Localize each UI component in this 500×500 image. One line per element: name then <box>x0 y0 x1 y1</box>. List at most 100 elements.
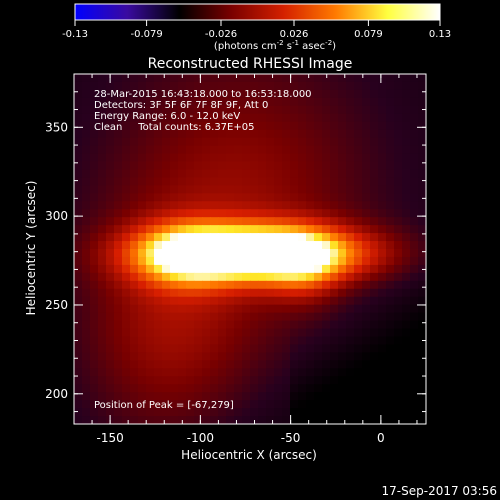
heatmap-cell <box>306 241 315 250</box>
heatmap-cell <box>82 121 91 131</box>
heatmap-cell <box>322 249 331 258</box>
heatmap-cell <box>258 225 267 234</box>
heatmap-cell <box>290 81 299 91</box>
heatmap-cell <box>234 376 243 385</box>
heatmap-cell <box>154 113 163 123</box>
heatmap-cell <box>226 392 235 401</box>
heatmap-cell <box>106 328 115 338</box>
heatmap-cell <box>402 209 411 218</box>
heatmap-cell <box>106 264 115 274</box>
heatmap-cell <box>122 177 131 186</box>
heatmap-cell <box>162 408 171 417</box>
heatmap-cell <box>346 328 355 338</box>
heatmap-cell <box>162 137 171 147</box>
x-tick-label: -100 <box>187 431 214 445</box>
heatmap-cell <box>322 89 331 99</box>
heatmap-cell <box>146 344 155 353</box>
heatmap-cell <box>354 97 363 107</box>
heatmap-cell <box>370 113 379 123</box>
heatmap-cell <box>162 304 171 314</box>
heatmap-cell <box>218 408 227 417</box>
heatmap-cell <box>322 153 331 163</box>
heatmap-cell <box>378 74 387 83</box>
heatmap-cell <box>130 360 139 369</box>
heatmap-cell <box>202 177 211 186</box>
heatmap-cell <box>346 320 355 330</box>
heatmap-cell <box>258 193 267 202</box>
heatmap-cell <box>186 400 195 409</box>
heatmap-cell <box>242 177 251 186</box>
heatmap-cell <box>90 241 99 250</box>
heatmap-cell <box>202 408 211 417</box>
heatmap-cell <box>242 145 251 155</box>
heatmap-cell <box>242 225 251 234</box>
heatmap-cell <box>122 352 131 361</box>
heatmap-cell <box>394 161 403 171</box>
heatmap-cell <box>82 264 91 274</box>
heatmap-cell <box>82 280 91 290</box>
heatmap-cell <box>178 264 187 274</box>
heatmap-cell <box>218 169 227 178</box>
heatmap-cell <box>194 89 203 99</box>
heatmap-cell <box>74 400 83 409</box>
heatmap-cell <box>234 169 243 178</box>
heatmap-cell <box>274 328 283 338</box>
heatmap-cell <box>218 201 227 210</box>
heatmap-cell <box>402 312 411 322</box>
heatmap-cell <box>346 368 355 377</box>
heatmap-cell <box>98 241 107 250</box>
heatmap-cell <box>234 320 243 330</box>
heatmap-cell <box>82 352 91 361</box>
heatmap-cell <box>210 392 219 401</box>
heatmap-cell <box>338 296 347 306</box>
heatmap-cell <box>394 129 403 139</box>
heatmap-cell <box>234 137 243 147</box>
heatmap-cell <box>306 105 315 115</box>
heatmap-cell <box>98 392 107 401</box>
heatmap-cell <box>314 201 323 210</box>
heatmap-cell <box>362 241 371 250</box>
heatmap-cell <box>330 74 339 83</box>
heatmap-cell <box>386 264 395 274</box>
heatmap-cell <box>242 256 251 266</box>
heatmap-cell <box>314 81 323 91</box>
heatmap-cell <box>410 256 419 266</box>
heatmap-cell <box>250 129 259 139</box>
heatmap-cell <box>138 105 147 115</box>
heatmap-cell <box>290 400 299 409</box>
heatmap-cell <box>314 145 323 155</box>
heatmap-cell <box>162 352 171 361</box>
heatmap-cell <box>282 201 291 210</box>
heatmap-cell <box>154 416 163 424</box>
heatmap-cell <box>258 105 267 115</box>
plot-frame <box>73 73 427 425</box>
heatmap-cell <box>338 233 347 242</box>
heatmap-cell <box>130 105 139 115</box>
heatmap-cell <box>410 89 419 99</box>
heatmap-cell <box>202 352 211 361</box>
heatmap-cell <box>314 97 323 107</box>
heatmap-cell <box>418 352 426 361</box>
heatmap-cell <box>314 217 323 226</box>
heatmap-cell <box>122 392 131 401</box>
heatmap-cell <box>242 280 251 290</box>
heatmap-cell <box>290 376 299 385</box>
heatmap-cell <box>122 328 131 338</box>
heatmap-cell <box>242 249 251 258</box>
heatmap-cell <box>98 74 107 83</box>
heatmap-cell <box>154 201 163 210</box>
heatmap-cell <box>290 296 299 306</box>
heatmap-cell <box>138 416 147 424</box>
heatmap-cell <box>402 121 411 131</box>
heatmap-cell <box>242 185 251 194</box>
heatmap-cell <box>186 121 195 131</box>
annotation-block: 28-Mar-2015 16:43:18.000 to 16:53:18.000… <box>94 89 312 133</box>
heatmap-cell <box>274 225 283 234</box>
heatmap-cell <box>330 320 339 330</box>
heatmap-cell <box>338 209 347 218</box>
heatmap-cell <box>290 105 299 115</box>
heatmap-cell <box>418 360 426 369</box>
heatmap-cell <box>330 392 339 401</box>
heatmap-cell <box>346 209 355 218</box>
heatmap-cell <box>354 320 363 330</box>
